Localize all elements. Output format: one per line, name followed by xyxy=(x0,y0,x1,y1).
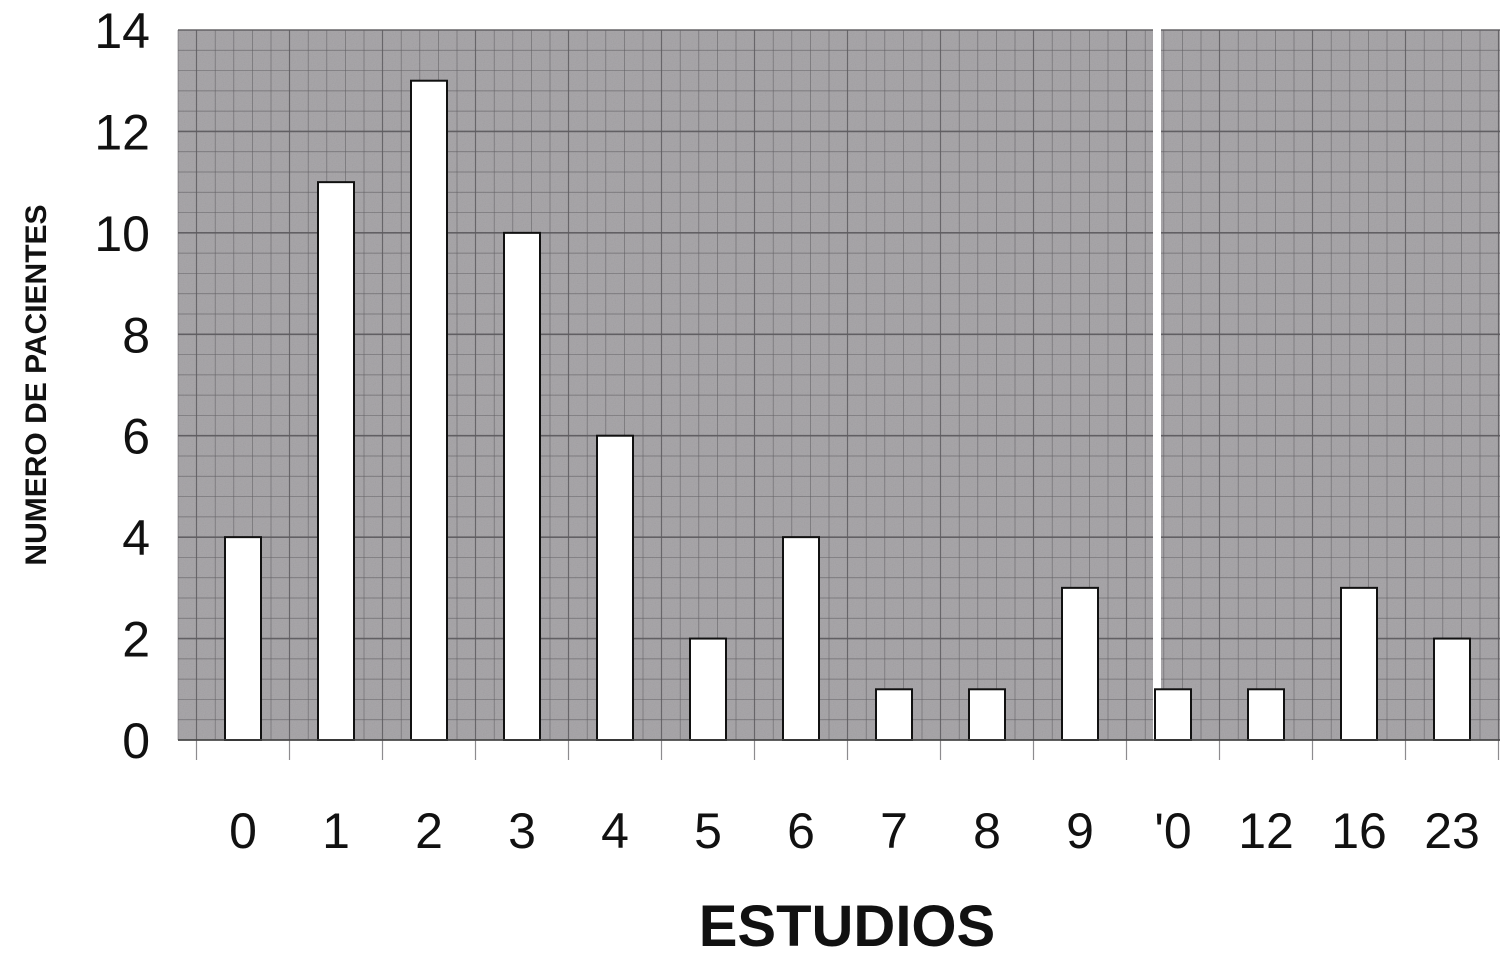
axis-break xyxy=(1153,28,1161,742)
x-tick-label: '0 xyxy=(1154,803,1191,859)
y-tick-label: 0 xyxy=(122,713,150,769)
x-tick-label: 12 xyxy=(1238,803,1294,859)
bar-12 xyxy=(1247,688,1285,741)
grid-lines xyxy=(177,29,1500,760)
bar-8 xyxy=(968,688,1006,741)
bar-7 xyxy=(875,688,913,741)
bar-'0 xyxy=(1154,688,1192,741)
bars-group xyxy=(178,79,1500,742)
x-tick-label: 3 xyxy=(508,803,536,859)
bar-0 xyxy=(224,536,262,742)
y-tick-label: 6 xyxy=(122,409,150,465)
bar-2 xyxy=(410,79,448,741)
bar-4 xyxy=(596,434,634,741)
bar-16 xyxy=(1340,586,1378,741)
x-tick-label: 0 xyxy=(229,803,257,859)
x-tick-label: 2 xyxy=(415,803,443,859)
bar-5 xyxy=(689,637,727,741)
x-tick-label: 1 xyxy=(322,803,350,859)
bar-6 xyxy=(782,536,820,742)
y-tick-label: 4 xyxy=(122,510,150,566)
bar-23 xyxy=(1433,637,1471,741)
bar-1 xyxy=(317,181,355,741)
y-tick-label: 2 xyxy=(122,612,150,668)
y-tick-label: 8 xyxy=(122,307,150,363)
x-tick-label: 23 xyxy=(1424,803,1480,859)
y-axis-title: NUMERO DE PACIENTES xyxy=(20,204,53,565)
bar-3 xyxy=(503,231,541,741)
x-tick-label: 5 xyxy=(694,803,722,859)
x-tick-label: 16 xyxy=(1331,803,1387,859)
plot-area xyxy=(177,28,1500,760)
bar-9 xyxy=(1061,586,1099,741)
y-tick-label: 12 xyxy=(94,104,150,160)
x-tick-label: 6 xyxy=(787,803,815,859)
x-tick-label: 8 xyxy=(973,803,1001,859)
x-tick-labels: 0 1 2 3 4 5 6 7 8 9'0 12 16 23 xyxy=(229,803,1480,859)
y-tick-label: 10 xyxy=(94,206,150,262)
y-tick-labels: 0 2 4 6 8 10 12 14 xyxy=(94,3,150,769)
y-tick-label: 14 xyxy=(94,3,150,59)
x-tick-label: 4 xyxy=(601,803,629,859)
plot-background xyxy=(178,30,1500,740)
x-tick-label: 7 xyxy=(880,803,908,859)
x-tick-label: 9 xyxy=(1066,803,1094,859)
x-axis-title: ESTUDIOS xyxy=(699,894,996,953)
